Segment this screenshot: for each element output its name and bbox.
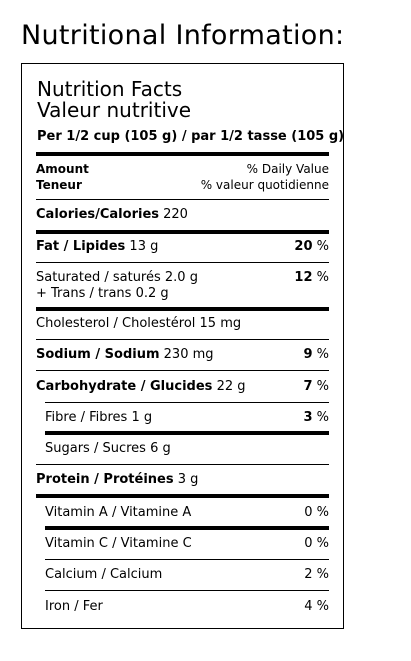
daily-value-header-fr: % valeur quotidienne [200,178,329,192]
sodium-amount: 230 mg [163,347,214,362]
daily-value-header: % Daily Value % valeur quotidienne [201,161,329,193]
percent-sign: % [316,505,329,520]
thick-divider [45,431,329,435]
sodium-label: Sodium / Sodium [36,347,160,362]
carbohydrate-label: Carbohydrate / Glucides [36,379,213,394]
serving-size: Per 1/2 cup (105 g) / par 1/2 tasse (105… [37,129,345,144]
amount-header-en: Amount [36,162,89,176]
percent-sign: % [316,567,329,582]
cholesterol-amount: 15 mg [199,316,242,331]
calcium-dv: 2 [304,567,313,582]
fat-dv: 20 [294,239,313,254]
divider [45,402,329,403]
fibre-label: Fibre / Fibres [45,410,128,425]
iron-label: Iron / Fer [45,599,103,614]
divider [36,339,329,340]
facts-title-fr: Valeur nutritive [37,98,192,122]
sugars-label: Sugars / Sucres [45,441,146,456]
thick-divider [36,494,329,498]
divider [45,559,329,560]
percent-sign: % [316,239,329,254]
protein-label: Protein / Protéines [36,472,174,487]
fat-amount: 13 g [129,239,159,254]
calcium-label: Calcium / Calcium [45,567,163,582]
divider [36,370,329,371]
vitamin-c-dv: 0 [304,536,313,551]
vitamin-c-label: Vitamin C / Vitamine C [45,536,192,551]
saturated-trans-dv: 12 [294,270,313,285]
divider [36,199,329,200]
percent-sign: % [316,270,329,285]
sugars-amount: 6 g [150,441,171,456]
percent-sign: % [316,379,329,394]
vitamin-a-dv: 0 [304,505,313,520]
daily-value-header-en: % Daily Value [246,162,329,176]
divider [36,464,329,465]
amount-header: Amount Teneur [36,161,89,193]
sodium-dv: 9 [303,347,313,362]
saturated-label: Saturated / saturés [36,270,161,285]
carbohydrate-dv: 7 [303,379,313,394]
thick-divider [36,152,329,156]
trans-amount: 0.2 g [135,286,169,301]
percent-sign: % [316,410,329,425]
carbohydrate-amount: 22 g [216,379,246,394]
fibre-amount: 1 g [131,410,153,425]
calories-label: Calories/Calories [36,207,159,222]
saturated-amount: 2.0 g [164,270,198,285]
cholesterol-label: Cholesterol / Cholestérol [36,316,196,331]
fibre-dv: 3 [303,410,313,425]
amount-header-fr: Teneur [36,178,82,192]
nutrition-facts-table: Nutrition Facts Valeur nutritive Per 1/2… [21,63,344,629]
page-heading: Nutritional Information: [21,20,345,51]
divider [45,590,329,591]
iron-dv: 4 [304,599,313,614]
thick-divider [36,307,329,311]
calories-value: 220 [163,207,188,222]
facts-title: Nutrition Facts Valeur nutritive [37,79,191,121]
trans-label: + Trans / trans [36,286,132,301]
percent-sign: % [316,347,329,362]
protein-amount: 3 g [177,472,199,487]
percent-sign: % [316,599,329,614]
facts-title-en: Nutrition Facts [37,77,183,101]
divider [36,262,329,263]
fat-label: Fat / Lipides [36,239,126,254]
vitamin-a-label: Vitamin A / Vitamine A [45,505,192,520]
thick-divider [36,230,329,234]
thick-divider [45,526,329,530]
percent-sign: % [316,536,329,551]
